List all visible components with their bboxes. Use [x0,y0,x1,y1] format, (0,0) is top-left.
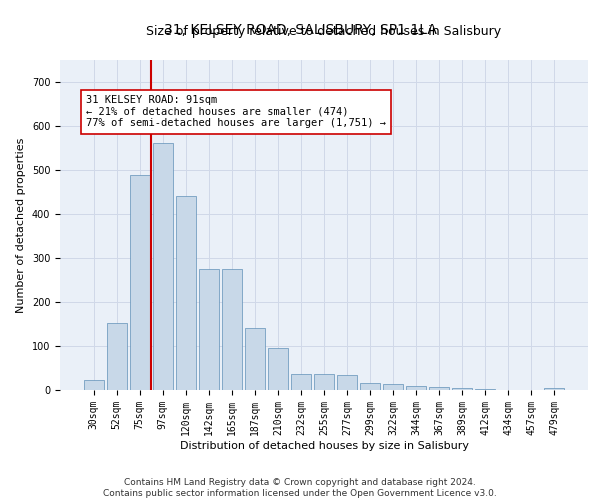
Bar [222,269,242,390]
Bar [153,142,173,390]
Title: Size of property relative to detached houses in Salisbury: Size of property relative to detached ho… [146,25,502,38]
X-axis label: Distribution of detached houses by size in Salisbury: Distribution of detached houses by size … [179,440,469,450]
Bar [176,196,196,390]
Text: Contains HM Land Registry data © Crown copyright and database right 2024.
Contai: Contains HM Land Registry data © Crown c… [103,478,497,498]
Bar [291,374,311,390]
Bar [107,322,127,390]
Bar [383,384,403,390]
Bar [314,374,334,390]
Bar [199,269,218,390]
Text: 31, KELSEY ROAD, SALISBURY, SP1 1LA: 31, KELSEY ROAD, SALISBURY, SP1 1LA [164,22,436,36]
Bar [360,384,380,390]
Bar [406,386,426,390]
Text: 31 KELSEY ROAD: 91sqm
← 21% of detached houses are smaller (474)
77% of semi-det: 31 KELSEY ROAD: 91sqm ← 21% of detached … [86,95,386,128]
Bar [452,388,472,390]
Bar [245,328,265,390]
Bar [337,374,357,390]
Bar [430,388,449,390]
Bar [84,380,104,390]
Bar [544,388,564,390]
Y-axis label: Number of detached properties: Number of detached properties [16,138,26,312]
Bar [475,389,495,390]
Bar [268,348,288,390]
Bar [130,176,149,390]
